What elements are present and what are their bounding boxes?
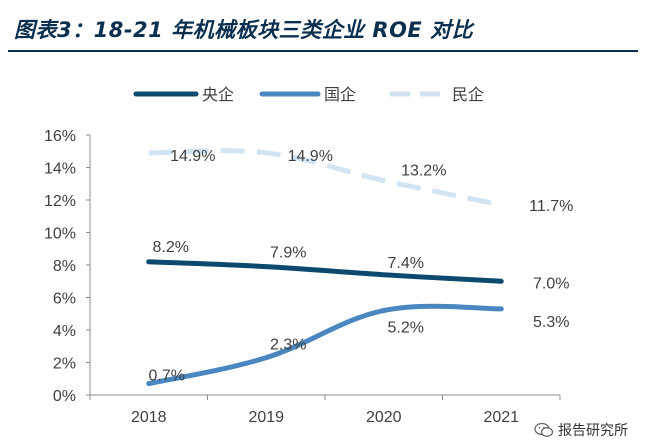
data-label: 14.9% bbox=[288, 148, 333, 165]
data-label: 7.4% bbox=[388, 255, 424, 272]
title-bar: 图表3：18-21 年机械板块三类企业 ROE 对比 bbox=[0, 0, 646, 52]
x-tick-label: 2019 bbox=[248, 409, 284, 426]
series-line-2 bbox=[146, 303, 504, 387]
series-line-1 bbox=[146, 259, 504, 284]
data-label: 5.3% bbox=[533, 314, 569, 331]
legend-label: 民企 bbox=[452, 86, 484, 104]
data-label: 2.3% bbox=[270, 337, 306, 354]
chart-series bbox=[146, 148, 504, 387]
chart-axes: 0% 2% 4% 6% 8% 10% 12% 14% 16% 2018 2019 2020 2021 bbox=[44, 128, 561, 426]
y-tick-label: 2% bbox=[53, 356, 76, 373]
y-tick-label: 8% bbox=[53, 258, 76, 275]
wechat-icon bbox=[534, 422, 554, 437]
chart-legend: 央企 国企 民企 bbox=[133, 86, 484, 104]
legend-label: 国企 bbox=[324, 86, 356, 104]
series-line-3 bbox=[148, 148, 502, 208]
y-tick-label: 12% bbox=[44, 193, 76, 210]
y-tick-label: 4% bbox=[53, 323, 76, 340]
y-tick-label: 6% bbox=[53, 291, 76, 308]
x-tick-label: 2018 bbox=[131, 409, 167, 426]
data-label: 7.9% bbox=[270, 245, 306, 262]
data-label: 7.0% bbox=[533, 275, 569, 292]
chart-data-labels: 8.2% 7.9% 7.4% 7.0% 0.7% 2.3% 5.2% 5.3% 14.9% 14.… bbox=[149, 148, 574, 385]
data-label: 14.9% bbox=[170, 148, 215, 165]
watermark: 报告研究所 bbox=[534, 420, 628, 440]
data-label: 0.7% bbox=[149, 368, 185, 385]
data-label: 11.7% bbox=[529, 198, 573, 215]
watermark-text: 报告研究所 bbox=[558, 423, 628, 439]
legend-label: 央企 bbox=[202, 86, 234, 104]
y-tick-label: 14% bbox=[44, 161, 76, 178]
x-tick-label: 2020 bbox=[366, 409, 402, 426]
y-tick-label: 10% bbox=[44, 226, 76, 243]
y-tick-label: 16% bbox=[44, 128, 76, 145]
page-title: 图表3：18-21 年机械板块三类企业 ROE 对比 bbox=[14, 18, 474, 42]
title-divider bbox=[8, 50, 638, 52]
x-tick-label: 2021 bbox=[483, 409, 519, 426]
data-label: 13.2% bbox=[401, 163, 446, 180]
data-label: 5.2% bbox=[388, 320, 424, 337]
data-label: 8.2% bbox=[153, 239, 189, 256]
y-tick-label: 0% bbox=[53, 388, 76, 405]
